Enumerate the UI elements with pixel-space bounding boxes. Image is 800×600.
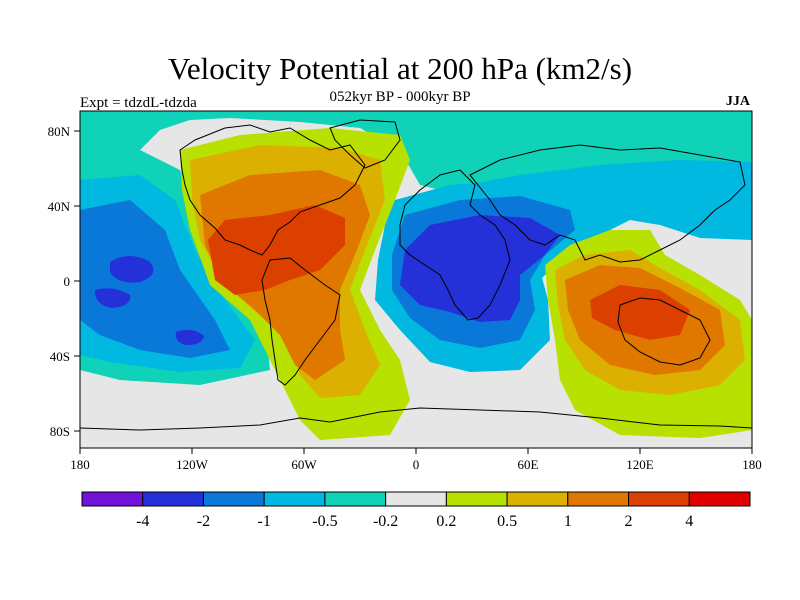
field-australia-red	[590, 285, 690, 340]
coastlines	[80, 119, 752, 431]
y-tick-marks	[74, 130, 80, 432]
colorbar-swatch	[688, 491, 751, 507]
y-tick-label: 80N	[48, 124, 71, 139]
chart-subtitle: 052kyr BP - 000kyr BP	[329, 89, 471, 105]
y-tick-label: 40S	[50, 349, 70, 364]
colorbar-swatch	[263, 491, 326, 507]
colorbar-swatch	[628, 491, 690, 507]
contour-fields	[80, 111, 752, 448]
colorbar-label: -0.2	[373, 513, 398, 530]
field-pacific-blue	[80, 200, 230, 358]
colorbar-label: -2	[197, 513, 210, 530]
colorbar-label: 0.2	[436, 513, 456, 530]
x-tick-label: 120E	[626, 457, 654, 472]
y-tick-label: 0	[64, 274, 71, 289]
colorbar-swatch	[81, 491, 144, 507]
colorbar-label: 4	[685, 513, 693, 530]
y-tick-label: 40N	[48, 199, 71, 214]
colorbar-label: -1	[258, 513, 271, 530]
coast-greenland	[329, 119, 401, 169]
experiment-label: Expt = tdzdL-tdzda	[80, 95, 197, 111]
field-americas-red	[208, 205, 345, 295]
coast-europe-africa	[399, 169, 511, 321]
x-tick-label: 120W	[176, 457, 209, 472]
colorbar-swatch	[324, 491, 387, 507]
colorbar-swatch	[567, 491, 630, 507]
colorbar-label: -0.5	[312, 513, 337, 530]
coast-antarctica	[80, 407, 752, 431]
season-label: JJA	[725, 94, 750, 109]
coast-australia	[617, 297, 711, 366]
colorbar-swatch	[142, 491, 204, 507]
field-africa-darkblue	[400, 215, 560, 322]
x-tick-label: 60W	[291, 457, 317, 472]
colorbar-swatch	[506, 491, 569, 507]
colorbar-swatch	[445, 491, 508, 507]
x-tick-label: 60E	[518, 457, 539, 472]
chart-title: Velocity Potential at 200 hPa (km2/s)	[167, 51, 633, 86]
field-pacific-darkblue-1	[110, 256, 154, 283]
y-tick-label: 80S	[50, 424, 70, 439]
x-tick-marks	[79, 448, 753, 454]
colorbar-swatch	[202, 491, 265, 507]
x-tick-label: 0	[413, 457, 420, 472]
colorbar: -4 -2 -1 -0.5 -0.2 0.2 0.5 1 2 4	[81, 491, 751, 530]
colorbar-label: 2	[625, 513, 633, 530]
colorbar-label: 1	[564, 513, 572, 530]
x-tick-label: 180	[742, 457, 762, 472]
coast-asia	[469, 144, 746, 263]
x-tick-label: 180	[70, 457, 90, 472]
coast-north-america	[179, 124, 366, 256]
coast-south-america	[261, 257, 341, 386]
field-pacific-darkblue-3	[175, 329, 204, 345]
colorbar-label: -4	[136, 513, 149, 530]
colorbar-swatch	[385, 491, 447, 507]
colorbar-label: 0.5	[497, 513, 517, 530]
field-pacific-darkblue-2	[94, 288, 131, 308]
